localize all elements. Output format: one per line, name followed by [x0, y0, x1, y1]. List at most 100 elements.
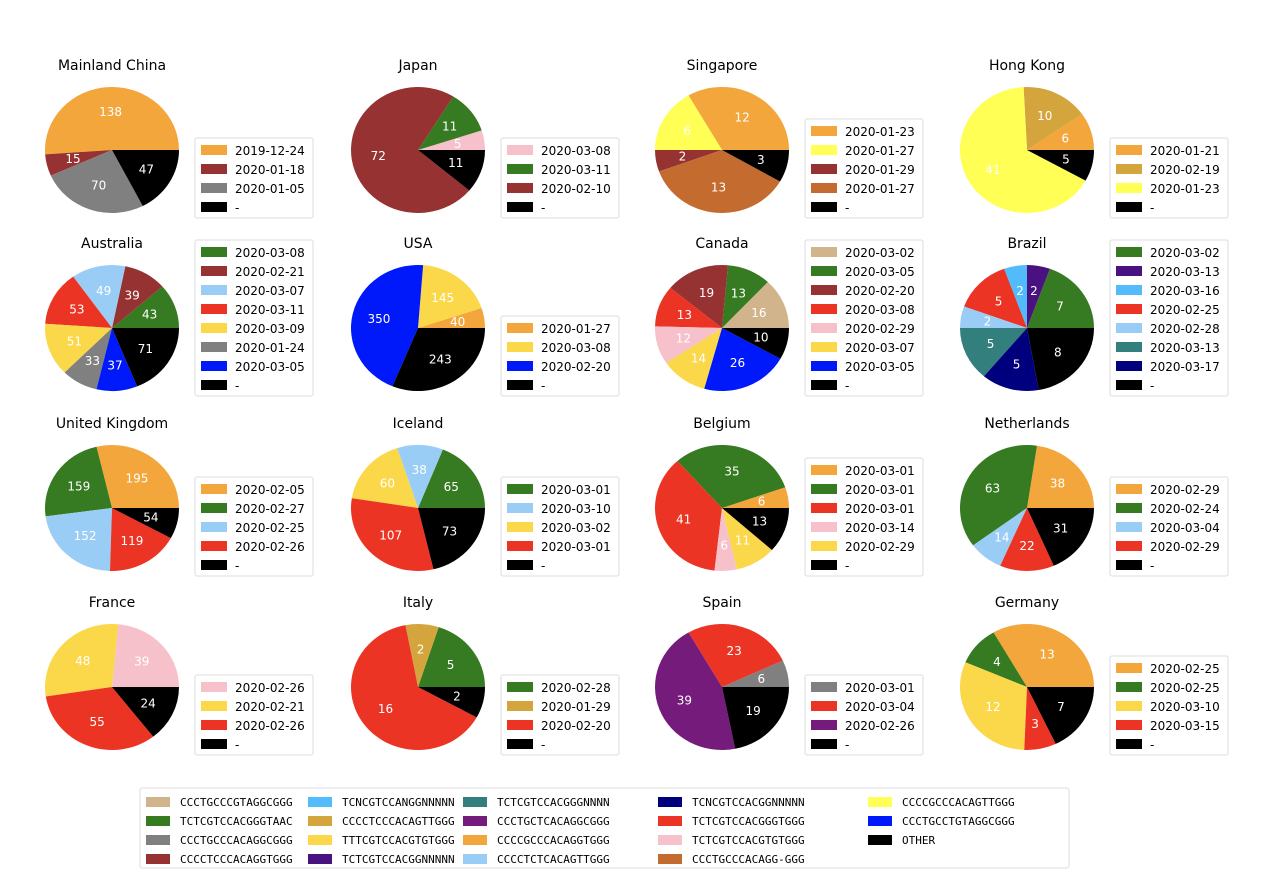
legend-swatch [811, 164, 837, 174]
legend-swatch [811, 560, 837, 570]
pie-hong-kong: Hong Kong 6 10 41 5 2020-01-21 2020-02-19 2020-… [960, 58, 1229, 219]
legend-entry: 2020-02-20 [845, 284, 915, 298]
legend-entry: 2020-01-24 [235, 341, 305, 355]
legend-entry: 2020-01-18 [235, 163, 305, 177]
legend-swatch [811, 304, 837, 314]
legend-entry: 2020-01-27 [845, 182, 915, 196]
pie-slice [655, 287, 722, 328]
legend-swatch [811, 380, 837, 390]
legend-entry: 2020-03-11 [541, 163, 611, 177]
legend-entry: 2020-02-25 [1150, 681, 1220, 695]
sequence-swatch [868, 835, 892, 845]
legend-swatch [201, 682, 227, 692]
pie-slice [45, 323, 113, 373]
pie-slice [1027, 114, 1094, 150]
pie-slice [418, 627, 485, 687]
legend-entry: 2020-03-01 [541, 483, 611, 497]
slice-value-label: 11 [442, 120, 457, 134]
pie-slice [418, 308, 485, 328]
legend-swatch [1116, 541, 1142, 551]
slice-value-label: 12 [676, 331, 691, 345]
sequence-label: CCCCGCCCACAGGTGGG [497, 834, 610, 847]
pie-title: USA [404, 236, 433, 252]
pie-slice [112, 508, 179, 539]
slice-value-label: 5 [995, 294, 1003, 308]
slice-value-label: 5 [987, 337, 995, 351]
pie-slice [655, 95, 722, 150]
legend-swatch [201, 145, 227, 155]
legend-swatch [507, 739, 533, 749]
pie-slice [1023, 86, 1082, 150]
pie-united-kingdom: United Kingdom 195 159 152 119 54 2020-02-05 20… [44, 416, 314, 577]
slice-value-label: 71 [138, 342, 153, 356]
legend-box [804, 239, 924, 397]
slice-value-label: 13 [731, 287, 746, 301]
pie-slice [96, 328, 138, 391]
legend-entry: 2020-03-08 [845, 303, 915, 317]
legend-entry: 2020-02-19 [1150, 163, 1220, 177]
pie-slice [960, 328, 1027, 377]
sequence-label: TCNCGTCCACGGNNNNN [692, 796, 805, 809]
slice-value-label: 2 [453, 689, 461, 703]
pie-slice [418, 150, 485, 191]
pie-slice [722, 282, 789, 328]
pie-slice [973, 508, 1027, 566]
pie-slice [350, 265, 424, 387]
legend-swatch [507, 361, 533, 371]
slice-value-label: 13 [677, 308, 692, 322]
legend-swatch [811, 522, 837, 532]
pie-slice [351, 498, 434, 571]
legend-entry: - [235, 379, 239, 393]
pie-slice [1027, 265, 1050, 328]
pie-germany: Germany 13 4 12 3 7 2020-02-25 2020-02-25 2020-0… [960, 595, 1229, 756]
legend-swatch [1116, 342, 1142, 352]
legend-swatch [811, 202, 837, 212]
legend-swatch [1116, 503, 1142, 513]
legend-swatch [201, 342, 227, 352]
sequence-swatch [308, 797, 332, 807]
pie-slice [351, 625, 477, 750]
legend-entry: 2020-03-11 [235, 303, 305, 317]
sequence-swatch [308, 854, 332, 864]
slice-value-label: 152 [74, 529, 97, 543]
slice-value-label: 54 [143, 510, 158, 524]
legend-entry: 2020-03-05 [845, 360, 915, 374]
legend-entry: 2020-02-26 [235, 540, 305, 554]
legend-entry: 2020-02-27 [235, 502, 305, 516]
pie-slice [392, 328, 486, 392]
pie-slice [45, 276, 112, 328]
legend-swatch [811, 285, 837, 295]
sequence-label: CCCCTCCCACAGTTGGG [342, 815, 455, 828]
pie-slice [1027, 508, 1094, 566]
slice-value-label: 31 [1053, 522, 1068, 536]
pie-slice [960, 662, 1027, 750]
legend-box [804, 674, 924, 756]
legend-swatch [507, 560, 533, 570]
sequence-swatch [868, 816, 892, 826]
sequence-label: CCCTGCCCACAGGCGGG [180, 834, 293, 847]
sequence-label: TCTCGTCCACGGGTAAC [180, 815, 293, 828]
legend-box [194, 137, 314, 219]
pie-slice [112, 624, 179, 687]
pie-title: Iceland [393, 416, 444, 432]
legend-swatch [201, 739, 227, 749]
slice-value-label: 35 [724, 464, 739, 478]
legend-entry: 2020-01-05 [235, 182, 305, 196]
pie-slice [45, 87, 180, 155]
slice-value-label: 350 [367, 312, 390, 326]
slice-value-label: 7 [1056, 299, 1064, 313]
slice-value-label: 41 [985, 163, 1000, 177]
sequence-swatch [658, 797, 682, 807]
legend-swatch [201, 484, 227, 494]
legend-entry: 2020-03-14 [845, 521, 915, 535]
slice-value-label: 12 [985, 700, 1000, 714]
slice-value-label: 43 [142, 308, 157, 322]
slice-value-label: 6 [720, 539, 728, 553]
slice-value-label: 7 [1057, 700, 1065, 714]
sequence-legend-box [139, 787, 1070, 869]
legend-entry: 2020-03-02 [845, 246, 915, 260]
slice-value-label: 33 [85, 354, 100, 368]
legend-entry: - [1150, 738, 1154, 752]
sequence-swatch [463, 854, 487, 864]
